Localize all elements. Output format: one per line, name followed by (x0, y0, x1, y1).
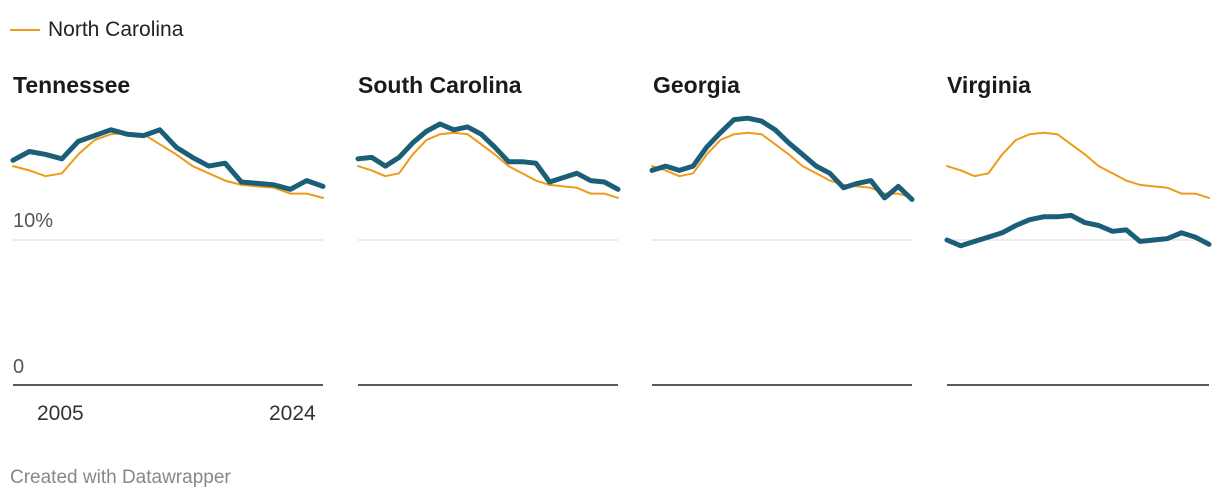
series-line-virginia (944, 212, 1212, 249)
y-tick-label-0: 0 (13, 356, 25, 378)
panel-title-virginia: Virginia (947, 72, 1031, 98)
x-tick-label-2024: 2024 (269, 402, 316, 425)
reference-line-north-carolina-virginia (946, 131, 1210, 199)
reference-line-north-carolina-georgia (651, 131, 913, 199)
reference-line-north-carolina-south-carolina (357, 131, 619, 199)
panel-title-south-carolina: South Carolina (358, 72, 522, 98)
legend-label: North Carolina (48, 18, 184, 41)
legend: North Carolina (10, 17, 183, 43)
series-line-georgia (649, 115, 915, 202)
small-multiples-chart (10, 115, 1212, 386)
y-tick-label-10: 10% (13, 210, 54, 232)
series-line-tennessee (10, 127, 326, 192)
panel-title-tennessee: Tennessee (13, 72, 131, 98)
reference-line-north-carolina-tennessee (12, 131, 324, 199)
panel-title-georgia: Georgia (653, 72, 740, 98)
x-tick-label-2005: 2005 (37, 402, 84, 425)
credit: Created with Datawrapper (10, 467, 231, 488)
legend-swatch-north-carolina (10, 29, 40, 31)
series-line-south-carolina (355, 121, 621, 192)
